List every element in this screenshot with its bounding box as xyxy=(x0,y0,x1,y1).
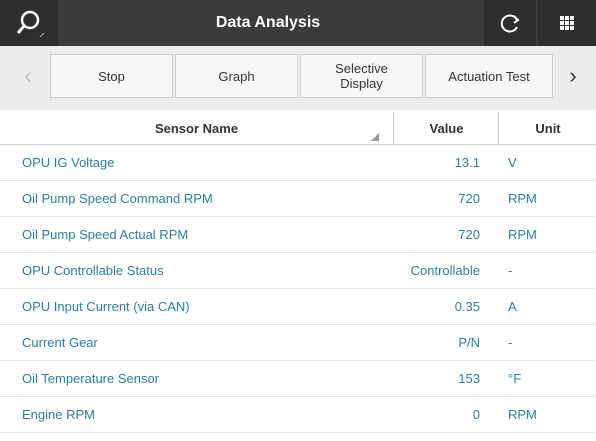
toolbar-button[interactable]: Actuation Test xyxy=(425,54,553,98)
sensor-value: 0 xyxy=(472,407,480,422)
sensor-value: 13.1 xyxy=(454,155,480,170)
table-row[interactable]: Oil Pump Speed Command RPM 720 RPM xyxy=(0,181,596,217)
sensor-name: Oil Pump Speed Actual RPM xyxy=(22,227,189,242)
header-bar: Data Analysis xyxy=(0,0,596,46)
refresh-button[interactable] xyxy=(484,0,536,46)
sensor-value: Controllable xyxy=(410,263,480,278)
table-row[interactable]: OPU IG Voltage 13.1 V xyxy=(0,145,596,181)
sensor-name: Engine RPM xyxy=(22,407,95,422)
toolbar-button[interactable]: Stop xyxy=(50,54,173,98)
sensor-unit: RPM xyxy=(508,407,537,422)
sensor-unit: °F xyxy=(508,371,522,386)
table-row[interactable]: OPU Input Current (via CAN) 0.35 A xyxy=(0,289,596,325)
sensor-unit: - xyxy=(508,263,513,278)
sensor-name: Current Gear xyxy=(22,335,98,350)
sensor-unit: - xyxy=(508,335,513,350)
table-header: Sensor Name Value Unit xyxy=(0,112,596,145)
sensor-value: P/N xyxy=(458,335,480,350)
search-icon xyxy=(16,10,45,38)
toolbar: ‹ › Stop Graph Selective Display Actuation … xyxy=(0,46,596,110)
table-row[interactable]: Current Gear P/N - xyxy=(0,325,596,361)
sensor-unit: A xyxy=(508,299,517,314)
sensor-value: 720 xyxy=(458,227,480,242)
sensor-name: OPU IG Voltage xyxy=(22,155,115,170)
table-row[interactable]: OPU Controllable Status Controllable - xyxy=(0,253,596,289)
sensor-name: OPU Controllable Status xyxy=(22,263,164,278)
table-row[interactable]: Oil Pump Speed Actual RPM 720 RPM xyxy=(0,217,596,253)
search-button[interactable] xyxy=(0,0,58,46)
sort-icon[interactable] xyxy=(370,132,380,142)
sensor-name: OPU Input Current (via CAN) xyxy=(22,299,190,314)
sensor-unit: V xyxy=(508,155,517,170)
sensor-unit: RPM xyxy=(508,227,537,242)
sensor-unit: RPM xyxy=(508,191,537,206)
menu-button[interactable] xyxy=(538,0,596,46)
toolbar-button[interactable]: Graph xyxy=(175,54,298,98)
sensor-name: Oil Temperature Sensor xyxy=(22,371,160,386)
column-header: Unit xyxy=(498,112,596,145)
prev-arrow[interactable]: ‹ xyxy=(24,63,32,88)
sensor-value: 720 xyxy=(458,191,480,206)
column-header: Value xyxy=(393,112,499,145)
grid-icon xyxy=(560,16,574,30)
toolbar-button[interactable]: Selective Display xyxy=(300,54,423,98)
refresh-icon xyxy=(500,14,520,33)
sensor-value: 153 xyxy=(458,371,480,386)
column-header: Sensor Name xyxy=(154,121,239,136)
title: Data Analysis xyxy=(215,14,321,31)
sensor-value: 0.35 xyxy=(454,299,480,314)
sensor-name: Oil Pump Speed Command RPM xyxy=(22,191,213,206)
table-row[interactable]: Engine RPM 0 RPM xyxy=(0,397,596,433)
table-row[interactable]: Oil Temperature Sensor 153 °F xyxy=(0,361,596,397)
next-arrow[interactable]: › xyxy=(569,63,577,88)
